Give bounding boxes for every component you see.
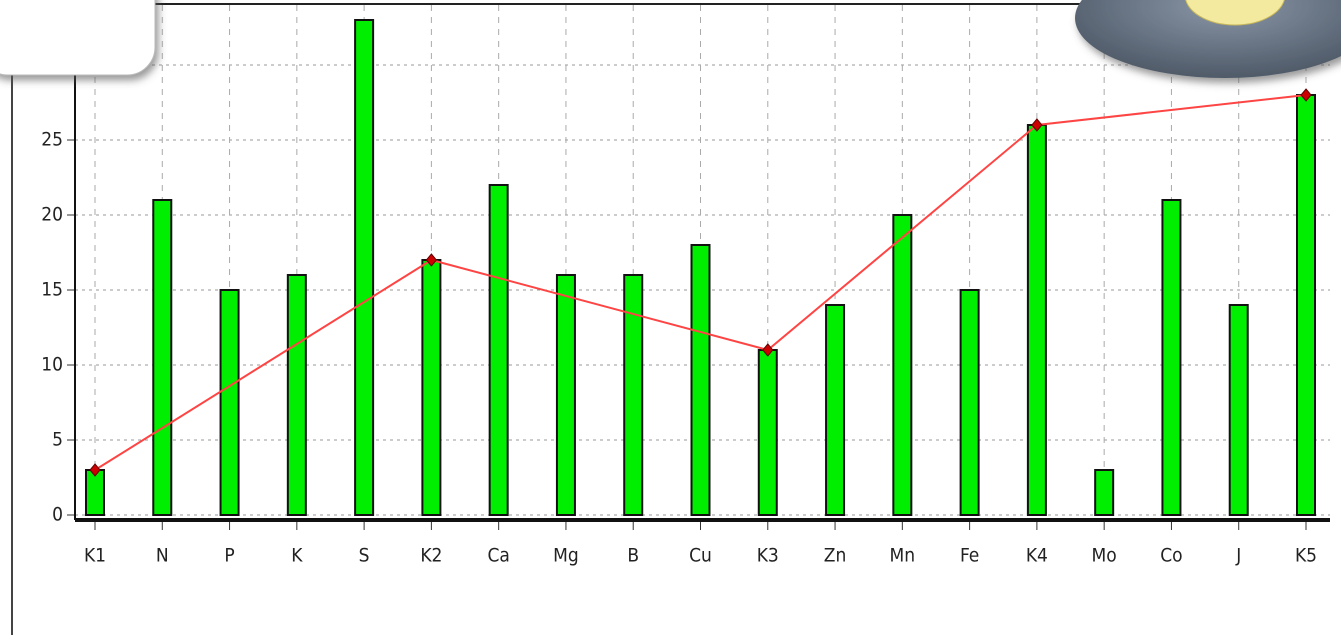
x-tick-label: K3 xyxy=(757,545,779,567)
x-tick-label: K4 xyxy=(1026,545,1048,567)
bar xyxy=(221,290,239,515)
y-tick-label: 20 xyxy=(41,204,63,226)
plot: 051015202530K1NPKSK2CaMgBCuK3ZnMnFeK4MoC… xyxy=(41,5,1330,567)
x-tick-label: Mg xyxy=(553,545,579,567)
x-tick-label: J xyxy=(1235,545,1241,567)
bar xyxy=(961,290,979,515)
x-tick-label: P xyxy=(224,545,234,567)
bar xyxy=(893,215,911,515)
x-tick-label: Zn xyxy=(824,545,847,567)
bar xyxy=(1297,95,1315,515)
y-tick-label: 5 xyxy=(52,429,63,451)
y-tick-label: 25 xyxy=(41,129,63,151)
bar xyxy=(422,260,440,515)
bar xyxy=(826,305,844,515)
x-tick-label: N xyxy=(156,545,169,567)
bar xyxy=(1095,470,1113,515)
bar xyxy=(557,275,575,515)
y-tick-label: 15 xyxy=(41,279,63,301)
bar xyxy=(288,275,306,515)
x-tick-label: Mo xyxy=(1092,545,1117,567)
x-tick-label: S xyxy=(359,545,370,567)
x-tick-label: K xyxy=(291,545,303,567)
bar xyxy=(1230,305,1248,515)
x-tick-label: Fe xyxy=(960,545,979,567)
bar xyxy=(624,275,642,515)
x-tick-label: Cu xyxy=(689,545,712,567)
x-tick-label: K2 xyxy=(420,545,442,567)
bar xyxy=(759,350,777,515)
bar xyxy=(153,200,171,515)
x-tick-label: Ca xyxy=(487,545,509,567)
x-tick-label: K1 xyxy=(84,545,106,567)
bar xyxy=(355,20,373,515)
x-tick-label: K5 xyxy=(1295,545,1317,567)
bar xyxy=(1028,125,1046,515)
bar xyxy=(692,245,710,515)
y-tick-label: 10 xyxy=(41,354,63,376)
x-tick-label: Co xyxy=(1160,545,1182,567)
x-tick-label: Mn xyxy=(890,545,916,567)
bar xyxy=(490,185,508,515)
y-tick-label: 0 xyxy=(52,504,63,526)
x-tick-label: B xyxy=(627,545,639,567)
chart: 051015202530K1NPKSK2CaMgBCuK3ZnMnFeK4MoC… xyxy=(0,0,1341,635)
decorative-image xyxy=(1075,0,1341,78)
bar xyxy=(1162,200,1180,515)
overlay-panel xyxy=(0,0,155,75)
